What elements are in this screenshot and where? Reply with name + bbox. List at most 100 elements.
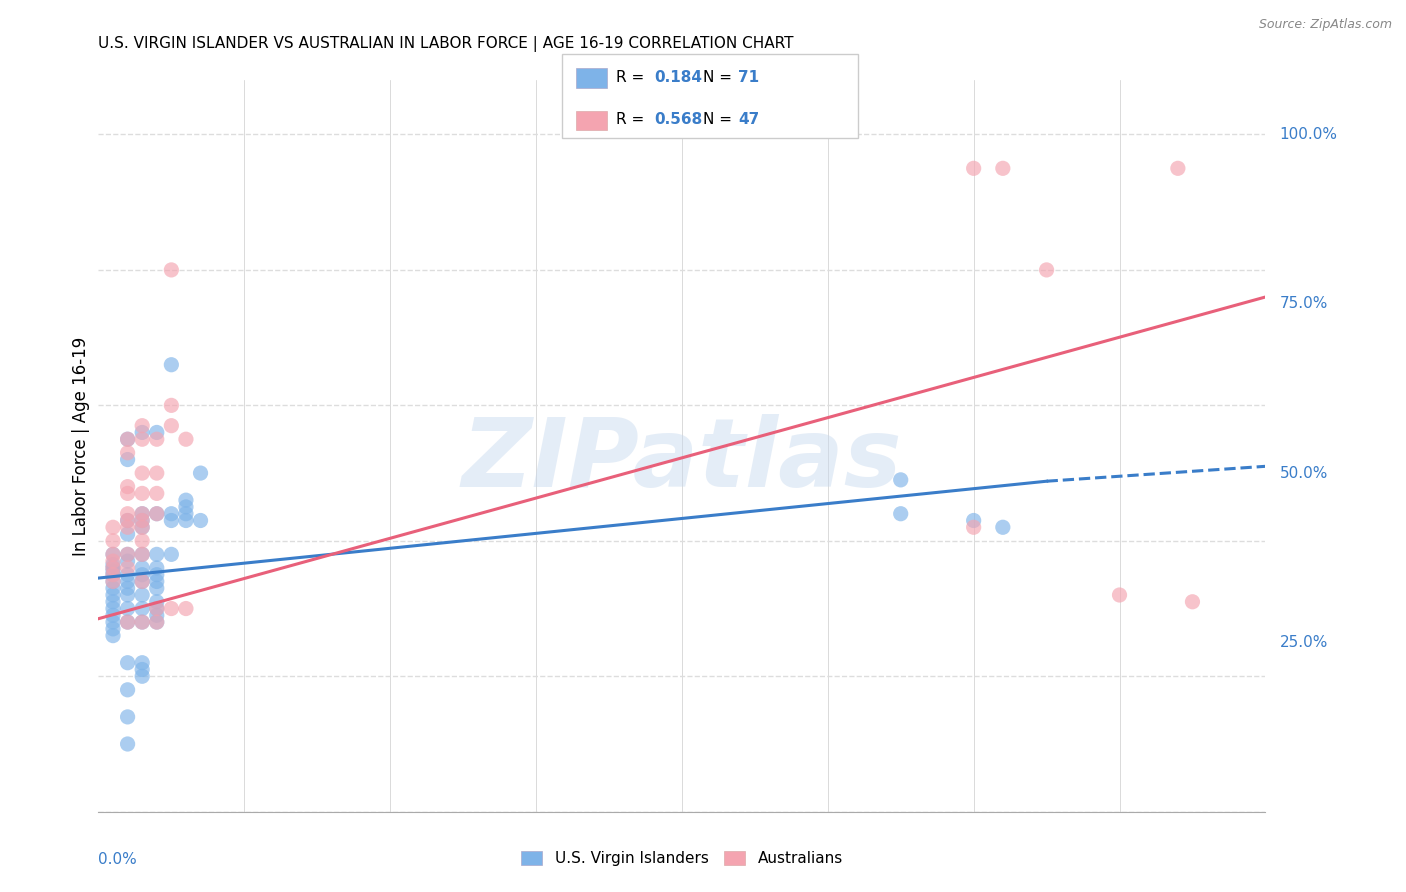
Point bbox=[131, 656, 153, 670]
Point bbox=[131, 514, 153, 528]
Point bbox=[117, 486, 139, 500]
Point bbox=[101, 608, 124, 623]
Point bbox=[991, 161, 1014, 176]
Text: 47: 47 bbox=[738, 112, 759, 128]
Point bbox=[131, 669, 153, 683]
Point bbox=[117, 432, 139, 446]
Point bbox=[174, 507, 197, 521]
Text: R =: R = bbox=[616, 70, 650, 85]
Point bbox=[146, 601, 169, 615]
Point bbox=[160, 263, 183, 277]
Point bbox=[117, 615, 139, 629]
Point bbox=[101, 567, 124, 582]
Point bbox=[160, 507, 183, 521]
Text: Source: ZipAtlas.com: Source: ZipAtlas.com bbox=[1258, 18, 1392, 31]
Text: 0.184: 0.184 bbox=[654, 70, 702, 85]
Point bbox=[131, 574, 153, 589]
Point bbox=[991, 520, 1014, 534]
Point bbox=[131, 514, 153, 528]
Point bbox=[131, 561, 153, 575]
Point bbox=[101, 520, 124, 534]
Point bbox=[117, 737, 139, 751]
Point bbox=[101, 561, 124, 575]
Point bbox=[131, 520, 153, 534]
Point bbox=[101, 615, 124, 629]
Point bbox=[117, 588, 139, 602]
Point bbox=[101, 567, 124, 582]
Point bbox=[131, 533, 153, 548]
Point bbox=[131, 547, 153, 561]
Point bbox=[146, 608, 169, 623]
Point bbox=[117, 452, 139, 467]
Point bbox=[146, 466, 169, 480]
Point bbox=[131, 663, 153, 677]
Point bbox=[101, 547, 124, 561]
Point bbox=[146, 615, 169, 629]
Point bbox=[117, 527, 139, 541]
Point bbox=[962, 514, 984, 528]
Point bbox=[962, 520, 984, 534]
Point bbox=[117, 514, 139, 528]
Point bbox=[101, 574, 124, 589]
Text: 0.568: 0.568 bbox=[654, 112, 702, 128]
Text: U.S. VIRGIN ISLANDER VS AUSTRALIAN IN LABOR FORCE | AGE 16-19 CORRELATION CHART: U.S. VIRGIN ISLANDER VS AUSTRALIAN IN LA… bbox=[98, 36, 794, 52]
Point bbox=[146, 507, 169, 521]
Point bbox=[131, 615, 153, 629]
Point bbox=[146, 615, 169, 629]
Point bbox=[117, 507, 139, 521]
Point bbox=[890, 473, 912, 487]
Point bbox=[117, 615, 139, 629]
Point bbox=[101, 533, 124, 548]
Point bbox=[174, 601, 197, 615]
Point bbox=[117, 432, 139, 446]
Point bbox=[117, 581, 139, 595]
Point bbox=[117, 520, 139, 534]
Text: 25.0%: 25.0% bbox=[1279, 635, 1327, 650]
Text: 50.0%: 50.0% bbox=[1279, 466, 1327, 481]
Point bbox=[117, 446, 139, 460]
Point bbox=[117, 567, 139, 582]
Point bbox=[117, 547, 139, 561]
Point bbox=[890, 507, 912, 521]
Point bbox=[117, 682, 139, 697]
Point bbox=[117, 554, 139, 568]
Point bbox=[146, 561, 169, 575]
Point bbox=[962, 161, 984, 176]
Point bbox=[131, 418, 153, 433]
Point bbox=[131, 432, 153, 446]
Point bbox=[117, 574, 139, 589]
Point bbox=[131, 574, 153, 589]
Point bbox=[131, 588, 153, 602]
Point bbox=[1181, 595, 1204, 609]
Point bbox=[146, 595, 169, 609]
Text: 0.0%: 0.0% bbox=[98, 852, 138, 867]
Point bbox=[160, 514, 183, 528]
Point bbox=[160, 601, 183, 615]
Point bbox=[131, 601, 153, 615]
Point bbox=[160, 547, 183, 561]
Point bbox=[146, 432, 169, 446]
Point bbox=[1108, 588, 1130, 602]
Point bbox=[1167, 161, 1189, 176]
Point bbox=[101, 595, 124, 609]
Point bbox=[101, 561, 124, 575]
Text: N =: N = bbox=[703, 70, 737, 85]
Point bbox=[117, 601, 139, 615]
Point bbox=[117, 561, 139, 575]
Point bbox=[131, 466, 153, 480]
Point bbox=[160, 358, 183, 372]
Point bbox=[146, 486, 169, 500]
Point bbox=[101, 574, 124, 589]
Point bbox=[117, 547, 139, 561]
Point bbox=[101, 588, 124, 602]
Y-axis label: In Labor Force | Age 16-19: In Labor Force | Age 16-19 bbox=[72, 336, 90, 556]
Text: 71: 71 bbox=[738, 70, 759, 85]
Point bbox=[117, 656, 139, 670]
Point bbox=[146, 425, 169, 440]
Text: ZIPatlas: ZIPatlas bbox=[461, 414, 903, 508]
Point bbox=[131, 520, 153, 534]
Text: N =: N = bbox=[703, 112, 737, 128]
Point bbox=[146, 567, 169, 582]
Point bbox=[190, 466, 212, 480]
Point bbox=[174, 493, 197, 508]
